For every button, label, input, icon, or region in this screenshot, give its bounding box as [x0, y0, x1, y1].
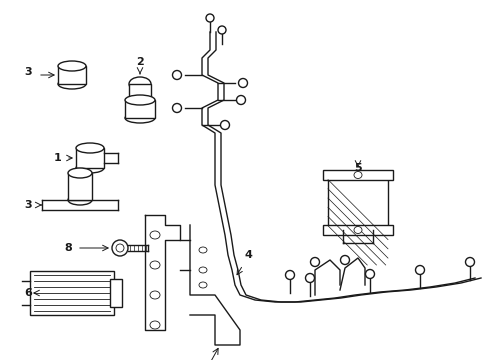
- Ellipse shape: [199, 267, 206, 273]
- Ellipse shape: [340, 256, 349, 265]
- Ellipse shape: [76, 143, 104, 153]
- Ellipse shape: [116, 244, 124, 252]
- Ellipse shape: [415, 266, 424, 274]
- Ellipse shape: [58, 61, 86, 71]
- Text: 4: 4: [244, 250, 251, 260]
- Text: 3: 3: [24, 200, 32, 210]
- Ellipse shape: [205, 14, 214, 22]
- Ellipse shape: [58, 79, 86, 89]
- Ellipse shape: [199, 282, 206, 288]
- Text: 5: 5: [353, 163, 361, 173]
- Ellipse shape: [353, 226, 361, 234]
- Ellipse shape: [236, 95, 245, 104]
- Bar: [76, 148, 104, 168]
- Ellipse shape: [238, 78, 247, 87]
- Ellipse shape: [125, 95, 155, 105]
- Bar: [125, 100, 155, 118]
- Text: 1: 1: [54, 153, 62, 163]
- Bar: [58, 66, 86, 84]
- Text: 6: 6: [24, 288, 32, 298]
- Ellipse shape: [150, 261, 160, 269]
- Bar: [323, 170, 392, 180]
- Ellipse shape: [112, 240, 128, 256]
- Ellipse shape: [150, 291, 160, 299]
- Text: 3: 3: [24, 67, 32, 77]
- Ellipse shape: [285, 270, 294, 279]
- Ellipse shape: [172, 104, 181, 112]
- Bar: [327, 175, 387, 230]
- Ellipse shape: [465, 257, 473, 266]
- Ellipse shape: [220, 121, 229, 130]
- Ellipse shape: [68, 168, 92, 178]
- Ellipse shape: [365, 270, 374, 279]
- Ellipse shape: [305, 274, 314, 283]
- Ellipse shape: [218, 26, 225, 34]
- Ellipse shape: [172, 71, 181, 80]
- Text: 2: 2: [136, 57, 143, 67]
- Ellipse shape: [129, 77, 151, 91]
- Bar: [129, 84, 151, 100]
- Bar: [68, 173, 92, 200]
- Bar: [323, 225, 392, 235]
- Ellipse shape: [150, 231, 160, 239]
- Ellipse shape: [150, 321, 160, 329]
- Bar: [30, 271, 114, 315]
- Ellipse shape: [353, 171, 361, 179]
- Ellipse shape: [68, 195, 92, 205]
- Ellipse shape: [310, 257, 319, 266]
- Ellipse shape: [125, 113, 155, 123]
- Text: 8: 8: [64, 243, 72, 253]
- Ellipse shape: [199, 247, 206, 253]
- Bar: [110, 279, 122, 307]
- Ellipse shape: [76, 163, 104, 173]
